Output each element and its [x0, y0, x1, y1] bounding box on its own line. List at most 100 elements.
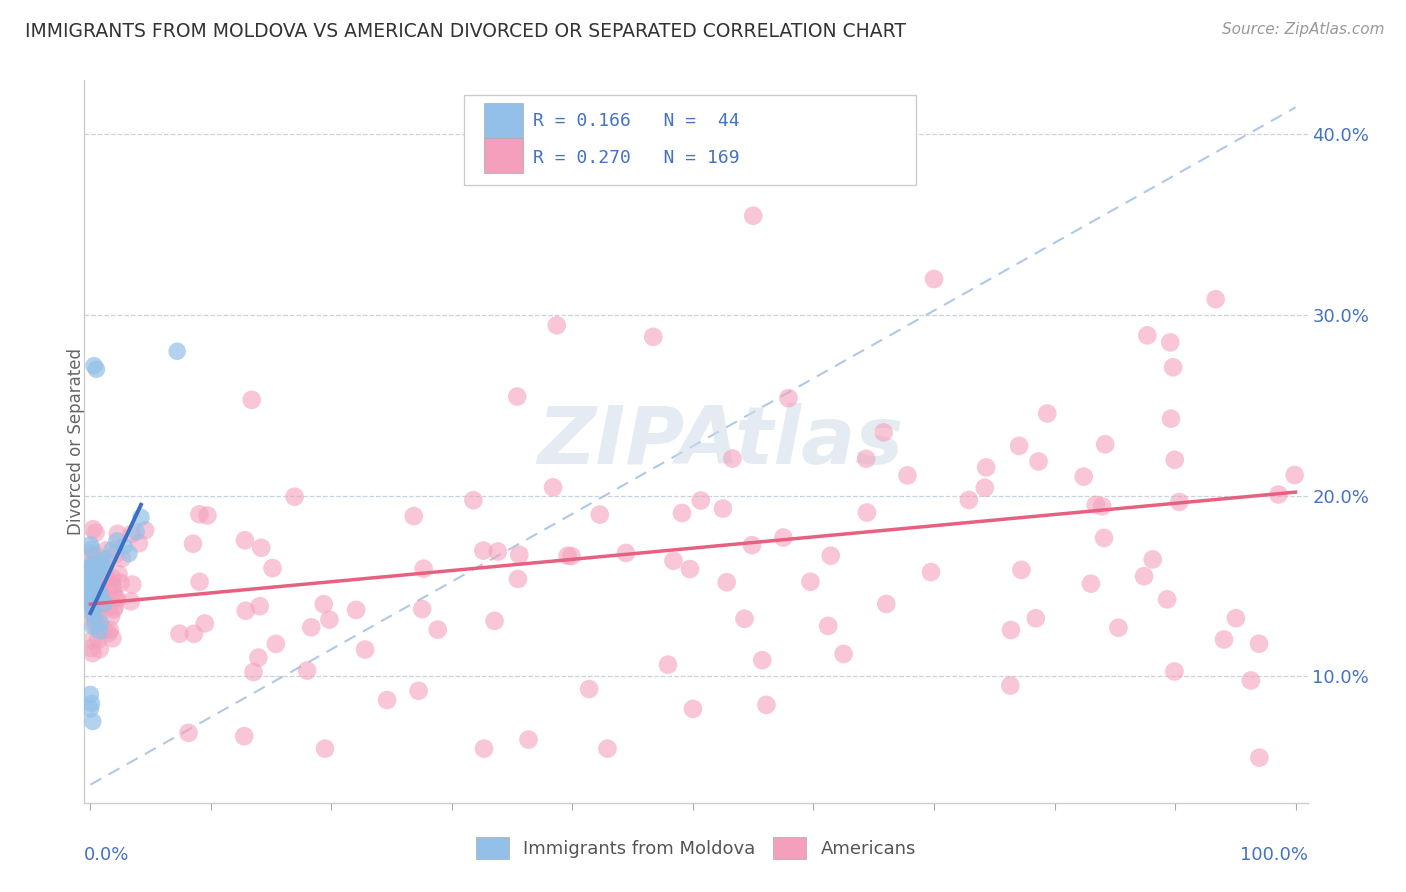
Point [82, 582, 104, 596]
Point [79, 538, 101, 552]
Point [79, 591, 101, 606]
Point [1284, 468, 1306, 483]
Point [1249, 750, 1271, 764]
Point [741, 538, 763, 552]
Point [872, 425, 894, 440]
Point [1025, 611, 1047, 625]
Point [560, 549, 582, 563]
Point [82, 646, 104, 660]
Point [94, 543, 117, 558]
Point [89, 582, 111, 597]
Point [93, 560, 115, 574]
Point [354, 642, 377, 657]
Point [80, 586, 103, 600]
Point [80, 547, 103, 561]
Legend: Immigrants from Moldova, Americans: Immigrants from Moldova, Americans [470, 830, 922, 866]
Point [408, 683, 430, 698]
Text: R = 0.166   N =  44: R = 0.166 N = 44 [533, 112, 740, 130]
Point [1225, 611, 1247, 625]
Point [169, 626, 191, 640]
Point [299, 620, 322, 634]
Point [82, 607, 104, 622]
Point [657, 657, 679, 672]
Text: ZIPAtlas: ZIPAtlas [537, 402, 904, 481]
Point [80, 697, 103, 711]
Point [508, 548, 530, 562]
Point [463, 493, 485, 508]
Point [1213, 632, 1236, 647]
Point [103, 585, 125, 599]
Point [87, 610, 110, 624]
Point [118, 547, 141, 561]
Point [121, 577, 143, 591]
Point [84, 617, 107, 632]
Point [1168, 495, 1191, 509]
Point [82, 603, 104, 617]
Point [100, 609, 122, 624]
Point [90, 555, 112, 569]
Point [501, 167, 523, 181]
Point [89, 642, 111, 657]
Text: 100.0%: 100.0% [1240, 847, 1308, 864]
Point [79, 592, 101, 607]
Point [1000, 623, 1022, 637]
Point [721, 451, 744, 466]
Point [107, 567, 129, 582]
Point [1010, 563, 1032, 577]
Point [83, 559, 105, 574]
Point [375, 693, 398, 707]
Point [755, 698, 778, 712]
Point [104, 591, 127, 606]
Point [922, 272, 945, 286]
Point [104, 547, 127, 561]
Text: R = 0.270   N = 169: R = 0.270 N = 169 [533, 149, 740, 167]
Point [1160, 411, 1182, 425]
Point [484, 614, 506, 628]
Point [411, 602, 433, 616]
Point [83, 558, 105, 572]
Point [82, 596, 104, 610]
Point [974, 460, 997, 475]
Point [1091, 500, 1114, 514]
Point [111, 551, 134, 566]
Point [89, 585, 111, 599]
Point [90, 589, 112, 603]
Point [689, 493, 711, 508]
Point [772, 531, 794, 545]
Point [86, 597, 108, 611]
Point [264, 637, 287, 651]
Point [107, 526, 129, 541]
Point [82, 633, 104, 648]
Point [110, 575, 132, 590]
Point [82, 619, 104, 633]
Point [197, 508, 219, 523]
Point [233, 729, 256, 743]
Point [83, 566, 105, 581]
Point [112, 539, 135, 553]
Point [98, 599, 121, 614]
Point [1008, 439, 1031, 453]
Point [181, 537, 204, 551]
Point [1205, 292, 1227, 306]
Point [1094, 437, 1116, 451]
Point [80, 577, 103, 591]
Point [751, 653, 773, 667]
Point [506, 572, 529, 586]
Point [79, 687, 101, 701]
Point [86, 362, 108, 376]
Point [506, 390, 529, 404]
Point [643, 330, 665, 344]
Point [472, 741, 495, 756]
Point [1156, 592, 1178, 607]
Point [194, 616, 217, 631]
Point [957, 492, 980, 507]
Point [80, 560, 103, 574]
Point [84, 604, 107, 618]
Point [235, 604, 257, 618]
Point [89, 576, 111, 591]
Point [855, 451, 877, 466]
Point [166, 344, 188, 359]
Point [83, 613, 105, 627]
Text: 0.0%: 0.0% [84, 847, 129, 864]
Point [596, 741, 619, 756]
